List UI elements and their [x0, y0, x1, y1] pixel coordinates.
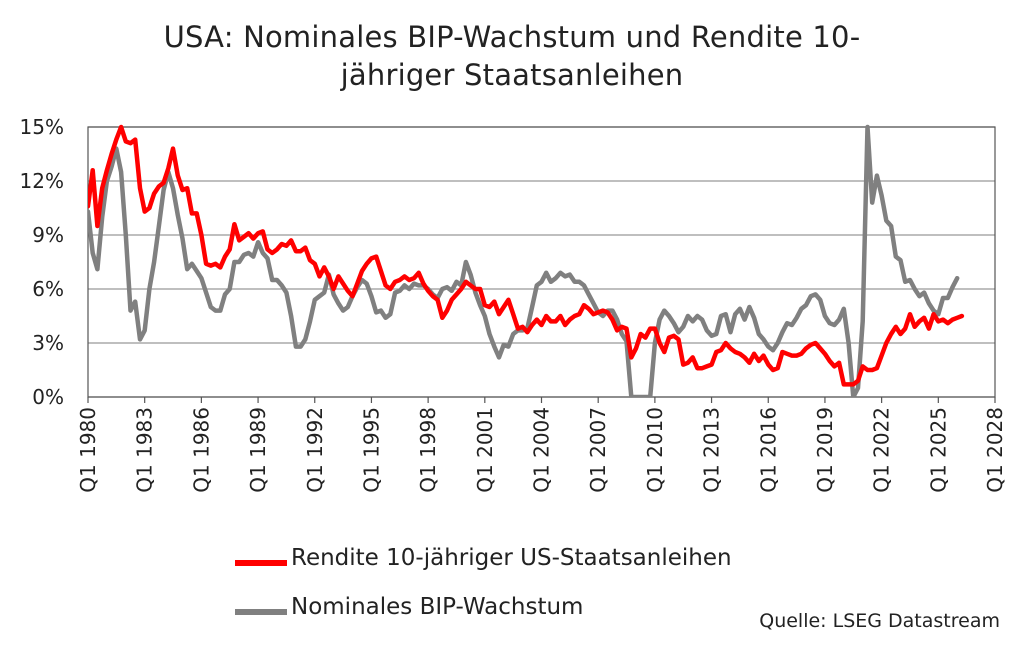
legend-label-yield: Rendite 10-jähriger US-Staatsanleihen	[291, 545, 732, 571]
series-line-yield	[88, 124, 965, 387]
source-note: Quelle: LSEG Datastream	[759, 610, 1000, 632]
x-tick-label: Q1 2028	[983, 407, 1007, 493]
y-tick-label: 9%	[32, 223, 64, 247]
legend-label-gdp: Nominales BIP-Wachstum	[291, 594, 584, 620]
y-tick-label: 15%	[20, 115, 64, 139]
x-tick-label: Q1 2019	[813, 407, 837, 493]
x-tick-label: Q1 2010	[643, 407, 667, 493]
x-tick-label: Q1 1980	[76, 407, 100, 493]
y-tick-label: 3%	[32, 331, 64, 355]
legend-swatch-gdp	[235, 609, 287, 615]
x-tick-label: Q1 1989	[246, 407, 270, 493]
x-tick-label: Q1 1983	[133, 407, 157, 493]
x-tick-label: Q1 2022	[870, 407, 894, 493]
series-line-gdp	[88, 124, 960, 397]
x-tick-label: Q1 1998	[416, 407, 440, 493]
x-tick-label: Q1 1986	[189, 407, 213, 493]
x-tick-label: Q1 2001	[473, 407, 497, 493]
x-tick-label: Q1 2025	[926, 407, 950, 493]
y-tick-label: 0%	[32, 385, 64, 409]
legend-swatch-yield	[235, 560, 287, 566]
chart-title: USA: Nominales BIP-Wachstum und Rendite …	[0, 18, 1024, 94]
x-tick-label: Q1 2013	[700, 407, 724, 493]
chart-title-line-2: jähriger Staatsanleihen	[340, 58, 684, 92]
y-tick-label: 12%	[20, 169, 64, 193]
x-tick-label: Q1 1992	[303, 407, 327, 493]
x-tick-label: Q1 2007	[586, 407, 610, 493]
x-tick-label: Q1 2004	[530, 407, 554, 493]
y-tick-label: 6%	[32, 277, 64, 301]
x-tick-label: Q1 1995	[359, 407, 383, 493]
x-tick-label: Q1 2016	[756, 407, 780, 493]
chart-title-line-1: USA: Nominales BIP-Wachstum und Rendite …	[163, 20, 861, 54]
